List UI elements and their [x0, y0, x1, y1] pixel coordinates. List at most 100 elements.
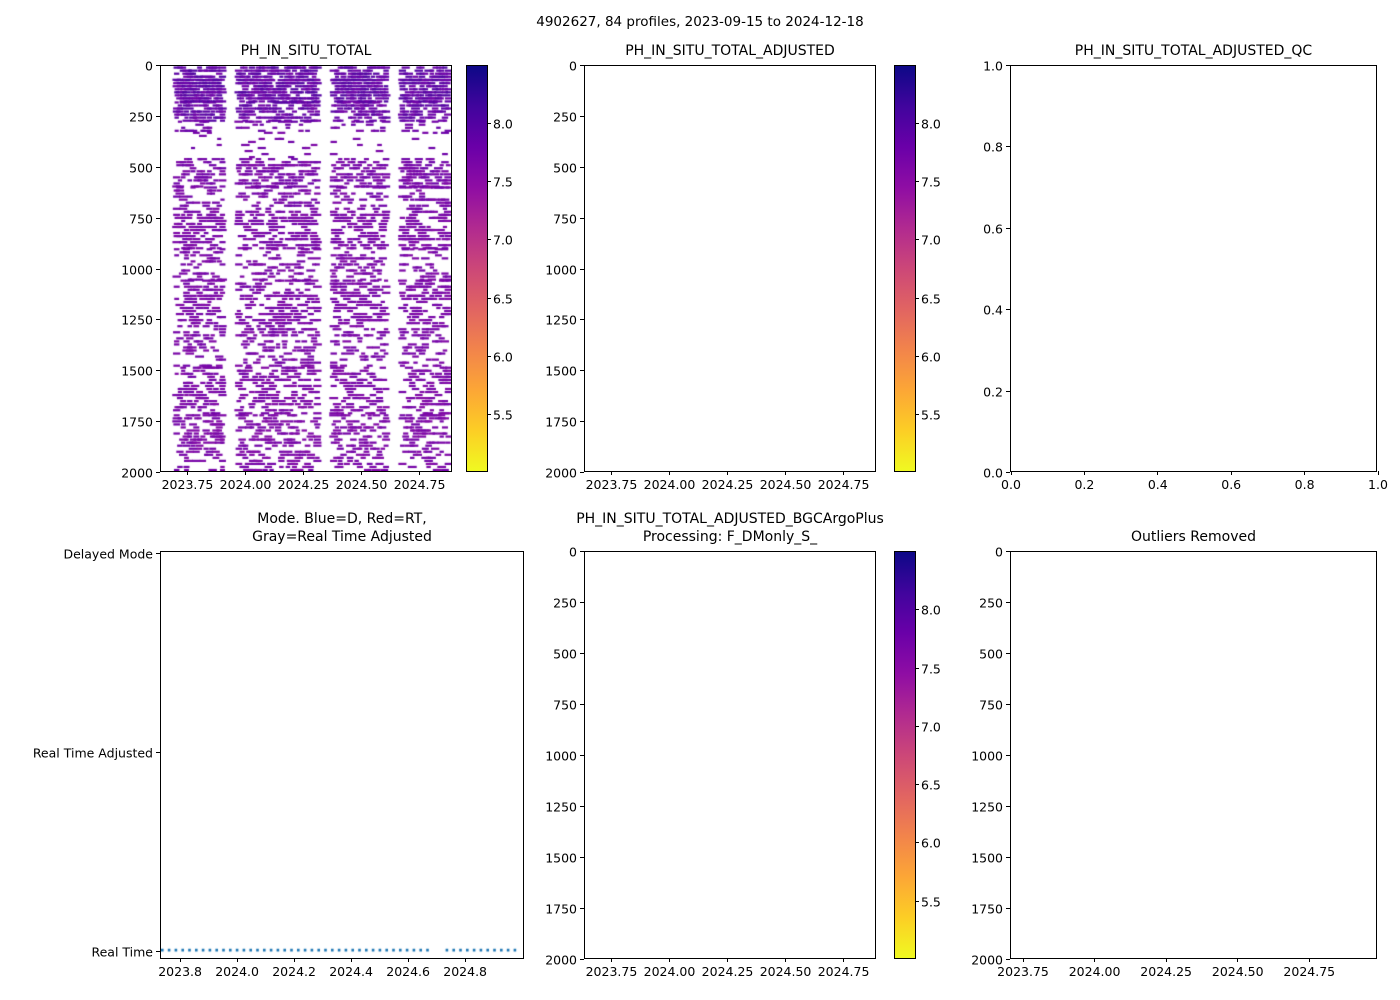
- x-tick-label: 2024.6: [386, 964, 430, 979]
- plot-title: PH_IN_SITU_TOTAL_ADJUSTED_QC: [1074, 42, 1313, 59]
- plot-title: PH_IN_SITU_TOTAL_ADJUSTED: [625, 42, 835, 59]
- x-tick-mark: [1083, 471, 1085, 475]
- y-tick-mark: [580, 217, 584, 219]
- x-tick-label: 2024.00: [1068, 964, 1121, 979]
- x-tick-label: 2024.75: [817, 964, 870, 979]
- x-tick-label: 2024.0: [215, 964, 259, 979]
- y-tick-label: 500: [129, 160, 153, 176]
- colorbar-tick-label: 6.0: [493, 349, 513, 365]
- x-tick-label: 0.4: [1147, 477, 1168, 492]
- y-tick-label: 1000: [121, 262, 153, 277]
- y-tick-label: 2000: [121, 465, 153, 481]
- colorbar-tick-mark: [487, 355, 491, 357]
- colorbar-tick-label: 8.0: [493, 116, 513, 132]
- x-tick-label: 2023.75: [585, 964, 638, 979]
- y-tick-mark: [156, 319, 160, 321]
- y-tick-mark: [1006, 857, 1010, 858]
- plot-outliers-removed: Outliers Removed 2023.75 2024.00 2024.25 20…: [971, 529, 1377, 979]
- x-tick-label: 0.0: [1001, 477, 1021, 492]
- y-tick-label: 750: [979, 697, 1003, 713]
- y-tick-label: 750: [553, 697, 577, 713]
- x-tick-label: 2024.50: [335, 477, 388, 492]
- y-tick-mark: [1006, 551, 1010, 552]
- y-tick-label: 1000: [545, 748, 577, 764]
- x-tick-label: 2024.2: [272, 964, 316, 979]
- y-tick-label: 1500: [545, 850, 577, 866]
- colorbar-tick-mark: [915, 123, 919, 125]
- y-tick-mark: [156, 951, 160, 953]
- x-tick-mark: [668, 471, 670, 475]
- x-tick-label: 2023.75: [585, 477, 638, 492]
- colorbar-tick-label: 8.0: [921, 602, 941, 618]
- y-tick-label: 1250: [545, 312, 577, 328]
- y-tick-mark: [580, 166, 584, 168]
- y-tick-mark: [580, 268, 584, 270]
- y-tick-label: 500: [553, 646, 577, 662]
- x-tick-label: 2024.25: [701, 477, 754, 492]
- plot-ph-adjusted-bgcargoplus: PH_IN_SITU_TOTAL_ADJUSTED_BGCArgoPlus Pr…: [545, 511, 884, 979]
- y-tick-label: 250: [129, 109, 153, 125]
- y-tick-mark: [156, 166, 160, 168]
- colorbar-tick-label: 5.5: [921, 407, 941, 423]
- x-tick-label: 2024.8: [443, 964, 488, 979]
- x-tick-mark: [610, 471, 612, 475]
- y-tick-label: 1250: [121, 312, 153, 328]
- x-tick-mark: [1094, 958, 1096, 962]
- x-tick-mark: [1304, 471, 1306, 475]
- x-tick-mark: [727, 958, 729, 962]
- y-tick-mark: [156, 472, 160, 473]
- x-tick-label: 2024.50: [759, 477, 812, 492]
- x-tick-mark: [785, 471, 787, 475]
- y-tick-label: 2000: [545, 952, 577, 968]
- y-tick-mark: [580, 65, 584, 66]
- colorbar-tick-mark: [915, 667, 919, 669]
- colorbar-tick-mark: [915, 239, 919, 241]
- y-tick-label: Delayed Mode: [63, 546, 153, 562]
- colorbar-tick-label: 6.0: [921, 835, 941, 851]
- y-tick-label: 1750: [545, 414, 577, 430]
- colorbar-tick-mark: [915, 355, 919, 357]
- y-tick-label: 500: [553, 160, 577, 176]
- y-tick-mark: [580, 319, 584, 321]
- x-tick-mark: [293, 958, 295, 962]
- y-tick-label: 1250: [545, 799, 577, 815]
- y-tick-mark: [580, 370, 584, 372]
- colorbar-tick-mark: [915, 609, 919, 611]
- y-tick-mark: [1006, 908, 1010, 909]
- colorbar-tick-mark: [487, 297, 491, 299]
- colorbar-tick-label: 7.5: [493, 174, 513, 190]
- y-tick-mark: [156, 268, 160, 270]
- x-tick-mark: [464, 958, 466, 962]
- y-tick-mark: [1006, 653, 1010, 654]
- plot-title: PH_IN_SITU_TOTAL: [240, 42, 372, 59]
- colorbar-ph-in-situ-total-adjusted: 8.0 7.5 7.0 6.5 6.0 5.5: [894, 65, 941, 472]
- x-tick-mark: [350, 958, 352, 962]
- x-tick-label: 2024.00: [643, 964, 696, 979]
- y-tick-label: 0: [145, 58, 153, 74]
- y-tick-mark: [580, 551, 584, 552]
- plot-title: PH_IN_SITU_TOTAL_ADJUSTED_BGCArgoPlus Pr…: [576, 510, 884, 545]
- y-tick-label: 1750: [121, 414, 153, 430]
- x-tick-mark: [785, 958, 787, 962]
- colorbar-tick-label: 7.0: [921, 719, 941, 735]
- y-tick-mark: [1006, 146, 1010, 148]
- colorbar-tick-mark: [487, 123, 491, 125]
- y-tick-mark: [156, 65, 160, 66]
- x-tick-mark: [843, 471, 845, 475]
- x-tick-label: 2024.25: [277, 477, 330, 492]
- y-tick-label: 1500: [121, 363, 153, 379]
- x-tick-label: 2024.50: [1211, 964, 1264, 979]
- x-tick-label: 2024.25: [701, 964, 754, 979]
- colorbar-tick-label: 7.0: [493, 232, 513, 248]
- colorbar-tick-mark: [915, 842, 919, 844]
- colorbar-tick-label: 8.0: [921, 116, 941, 132]
- y-tick-label: 1500: [971, 850, 1003, 866]
- y-tick-label: 0.8: [983, 139, 1003, 155]
- x-tick-label: 2024.00: [219, 477, 272, 492]
- x-tick-label: 2024.75: [817, 477, 870, 492]
- y-tick-mark: [580, 472, 584, 473]
- x-tick-label: 2024.75: [393, 477, 446, 492]
- y-tick-mark: [1006, 959, 1010, 960]
- y-tick-label: Real Time: [91, 944, 153, 960]
